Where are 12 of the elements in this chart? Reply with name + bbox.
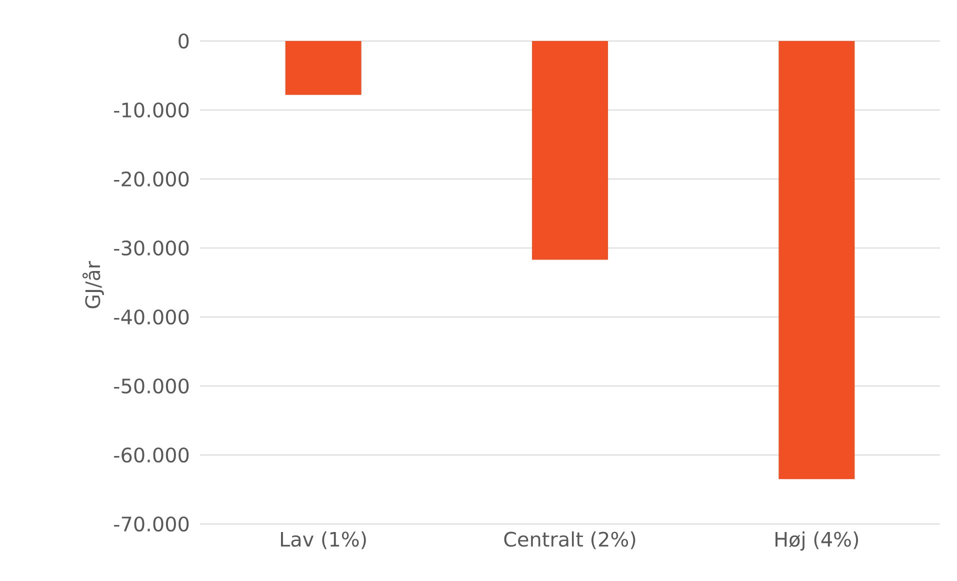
- x-tick-label: Centralt (2%): [504, 531, 636, 550]
- y-tick-label: -10.000: [114, 102, 189, 118]
- y-axis-title: GJ/år: [82, 260, 104, 308]
- y-tick-label: -60.000: [114, 447, 189, 463]
- x-tick-label: Høj (4%): [776, 531, 858, 551]
- y-tick-label: -40.000: [114, 309, 189, 325]
- x-tick-label: Lav (1%): [280, 531, 366, 550]
- y-tick-label: -50.000: [114, 378, 189, 394]
- y-tick-label: -30.000: [114, 240, 189, 256]
- y-tick-label: -70.000: [114, 516, 189, 532]
- y-tick-label: 0: [178, 33, 189, 49]
- y-tick-label: -20.000: [114, 171, 189, 187]
